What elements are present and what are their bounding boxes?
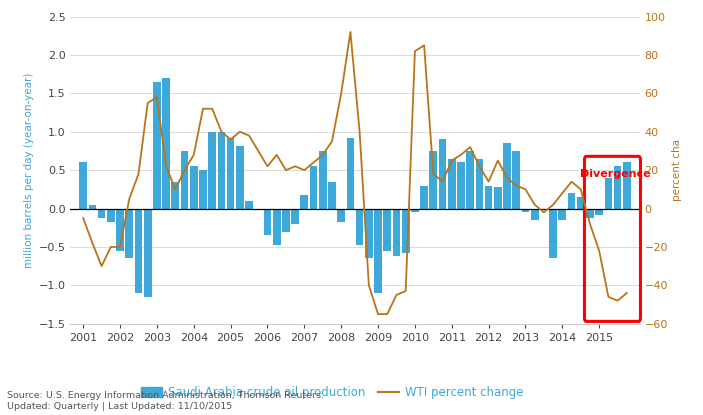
- Text: Source: U.S. Energy Information Administration, Thomson Reuters.
Updated: Quarte: Source: U.S. Energy Information Administ…: [7, 391, 324, 411]
- Bar: [162, 78, 170, 209]
- Bar: [402, 209, 410, 253]
- Bar: [383, 209, 391, 251]
- Bar: [181, 151, 188, 209]
- Text: Divergence: Divergence: [580, 169, 650, 179]
- Bar: [623, 163, 631, 209]
- Bar: [282, 209, 290, 232]
- Bar: [107, 209, 115, 222]
- Bar: [264, 209, 271, 235]
- Bar: [485, 186, 493, 209]
- Bar: [568, 193, 576, 209]
- Bar: [605, 178, 612, 209]
- Bar: [217, 132, 225, 209]
- Bar: [347, 138, 354, 209]
- Bar: [337, 209, 345, 222]
- Bar: [134, 209, 142, 293]
- Bar: [236, 146, 244, 209]
- Bar: [319, 151, 327, 209]
- Bar: [310, 166, 318, 209]
- Bar: [430, 151, 437, 209]
- Bar: [291, 209, 299, 224]
- Y-axis label: million barrels per day (year-on-year): million barrels per day (year-on-year): [25, 73, 34, 268]
- Bar: [328, 182, 336, 209]
- Bar: [365, 209, 373, 259]
- Bar: [549, 209, 557, 259]
- Bar: [586, 209, 594, 218]
- Bar: [448, 159, 456, 209]
- Bar: [190, 166, 198, 209]
- Bar: [475, 159, 483, 209]
- Legend: Saudi Arabia crude oil production, WTI percent change: Saudi Arabia crude oil production, WTI p…: [136, 381, 528, 404]
- Bar: [494, 187, 502, 209]
- Bar: [595, 209, 603, 215]
- Bar: [503, 143, 511, 209]
- Y-axis label: percent cha: percent cha: [672, 139, 682, 201]
- Bar: [356, 209, 363, 245]
- Bar: [300, 195, 308, 209]
- Bar: [273, 209, 280, 245]
- Bar: [614, 166, 621, 209]
- Bar: [420, 186, 428, 209]
- Bar: [512, 151, 520, 209]
- Bar: [439, 139, 446, 209]
- Bar: [116, 209, 124, 251]
- Bar: [98, 209, 105, 218]
- Bar: [457, 163, 465, 209]
- Bar: [144, 209, 152, 297]
- Bar: [208, 132, 216, 209]
- Bar: [522, 209, 529, 212]
- Bar: [227, 138, 235, 209]
- Bar: [577, 197, 585, 209]
- Bar: [558, 209, 566, 220]
- Bar: [199, 170, 207, 209]
- Bar: [245, 201, 253, 209]
- Bar: [79, 163, 87, 209]
- Bar: [153, 82, 161, 209]
- Bar: [125, 209, 133, 259]
- Bar: [466, 151, 474, 209]
- Bar: [89, 205, 96, 209]
- Bar: [411, 209, 419, 212]
- Bar: [531, 209, 538, 220]
- Bar: [392, 209, 400, 256]
- Bar: [374, 209, 382, 293]
- Bar: [172, 182, 179, 209]
